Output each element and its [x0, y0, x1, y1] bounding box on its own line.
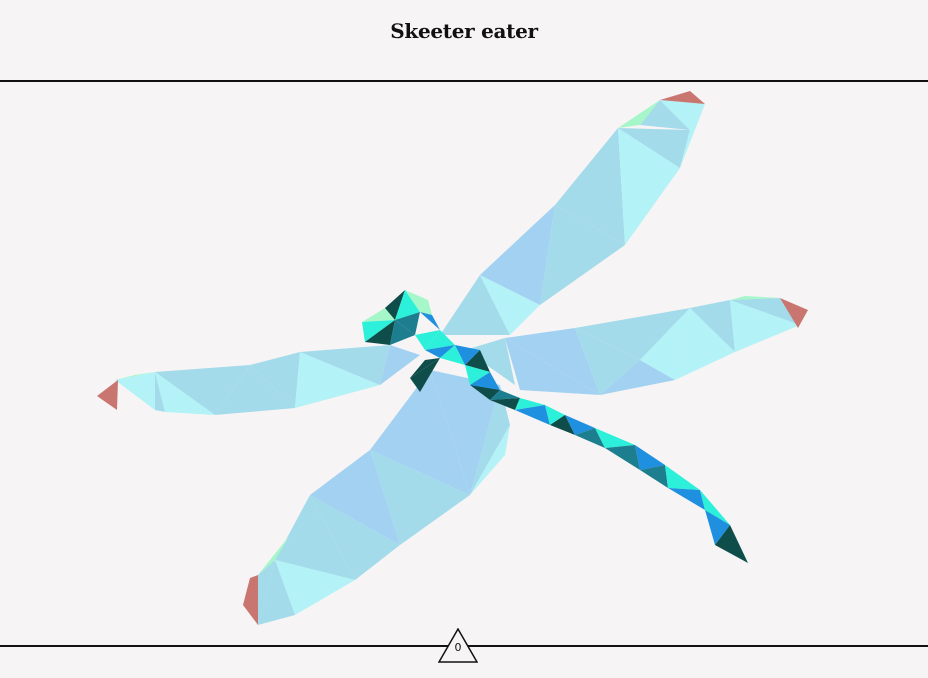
page-title: Skeeter eater	[390, 19, 538, 43]
counter-triangle-icon[interactable]	[438, 628, 478, 664]
dragonfly-thorax	[410, 330, 500, 392]
dragonfly-head	[362, 290, 440, 350]
dragonfly-abdomen	[470, 385, 748, 563]
wing-right	[465, 296, 808, 395]
wing-left	[97, 345, 420, 415]
wing-lower-left	[243, 370, 510, 625]
dragonfly-artwork[interactable]	[0, 82, 928, 645]
wing-upper-right	[440, 91, 705, 335]
header: Skeeter eater	[0, 0, 928, 80]
top-divider	[0, 80, 928, 82]
counter-value: 0	[454, 641, 462, 654]
